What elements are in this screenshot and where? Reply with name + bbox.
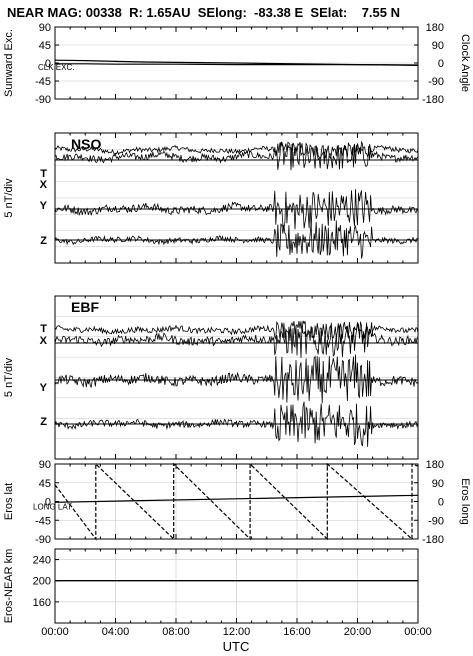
ebf-panel-label: EBF bbox=[71, 299, 99, 315]
ebf-panel-component-z: Z bbox=[40, 416, 47, 428]
nso-panel-ylabel: 5 nT/div bbox=[3, 178, 15, 218]
x-tick-label: 12:00 bbox=[223, 626, 251, 638]
ebf-panel-ylabel: 5 nT/div bbox=[3, 357, 15, 397]
nso-panel-trace-x bbox=[54, 140, 419, 171]
eros-ylabel-right: Eros long bbox=[459, 478, 471, 524]
eros-ytick-right-label: 0 bbox=[438, 497, 444, 509]
eros-annotation: LONG LAT bbox=[33, 503, 72, 512]
ebf-panel-trace-y bbox=[54, 354, 419, 404]
header-title: NEAR MAG: 00338 R: 1.65AU SElong: -83.38… bbox=[7, 5, 400, 20]
eros-long-line bbox=[54, 462, 419, 541]
eros-ytick-right-label: 90 bbox=[432, 478, 444, 490]
ebf-panel-component-x: X bbox=[40, 335, 48, 347]
sun-ytick-right-label: 0 bbox=[438, 58, 444, 70]
ebf-panel-component-y: Y bbox=[40, 382, 48, 394]
x-tick-label: 00:00 bbox=[404, 626, 432, 638]
x-tick-label: 08:00 bbox=[162, 626, 190, 638]
ebf-panel-component-t: T bbox=[40, 323, 47, 335]
sun-ytick-right-label: -90 bbox=[428, 76, 444, 88]
eros-ytick-left-label: 0 bbox=[45, 497, 51, 509]
range-ytick-label: 160 bbox=[33, 597, 51, 609]
nso-panel-component-z: Z bbox=[40, 235, 47, 247]
x-tick-label: 20:00 bbox=[344, 626, 372, 638]
eros-ytick-left-label: -90 bbox=[35, 534, 51, 546]
sun-ytick-left-label: -45 bbox=[35, 76, 51, 88]
x-axis-label: UTC bbox=[223, 639, 250, 654]
sunward-excursion-line bbox=[55, 63, 419, 66]
nso-panel-trace-t bbox=[54, 140, 419, 160]
sun-ytick-right-label: 180 bbox=[426, 22, 444, 34]
ebf-panel-trace-z bbox=[54, 401, 419, 447]
range-ytick-label: 240 bbox=[33, 555, 51, 567]
sun-ytick-left-label: 45 bbox=[39, 40, 51, 52]
nso-panel-component-t: T bbox=[40, 168, 47, 180]
eros-ytick-left-label: 45 bbox=[39, 478, 51, 490]
eros-ytick-right-label: -180 bbox=[422, 534, 444, 546]
range-ytick-label: 200 bbox=[33, 576, 51, 588]
panels: 90 45 0 -45 -90 180 90 0 -90 -180 Sunward Exc. Cloc… bbox=[3, 22, 471, 638]
sun-ytick-right-label: 90 bbox=[432, 40, 444, 52]
nso-panel-label: NSO bbox=[71, 136, 101, 152]
x-tick-label: 16:00 bbox=[283, 626, 311, 638]
nso-panel-trace-z bbox=[54, 220, 418, 259]
sun-ytick-left-label: -90 bbox=[35, 94, 51, 106]
sun-ylabel-left: Sunward Exc. bbox=[3, 29, 15, 97]
nso-panel-component-x: X bbox=[40, 179, 48, 191]
eros-ytick-right-label: 180 bbox=[426, 459, 444, 471]
sun-ytick-left-label: 0 bbox=[45, 58, 51, 70]
eros-ytick-left-label: 90 bbox=[39, 459, 51, 471]
nso-panel-component-y: Y bbox=[40, 200, 48, 212]
range-ylabel: Eros-NEAR km bbox=[3, 549, 15, 624]
x-tick-label: 04:00 bbox=[102, 626, 130, 638]
eros-ytick-left-label: -45 bbox=[35, 515, 51, 527]
eros-ylabel-left: Eros lat bbox=[3, 483, 15, 520]
ebf-panel-trace-x bbox=[54, 322, 419, 358]
eros-lat-line bbox=[54, 494, 419, 503]
nso-panel-trace-y bbox=[54, 189, 419, 230]
sun-ylabel-right: Clock Angle bbox=[459, 34, 471, 92]
sun-annotation: CLK EXC. bbox=[38, 63, 74, 72]
eros-ytick-right-label: -90 bbox=[428, 515, 444, 527]
sun-ytick-left-label: 90 bbox=[39, 22, 51, 34]
sun-ytick-right-label: -180 bbox=[422, 94, 444, 106]
x-tick-label: 00:00 bbox=[41, 626, 69, 638]
